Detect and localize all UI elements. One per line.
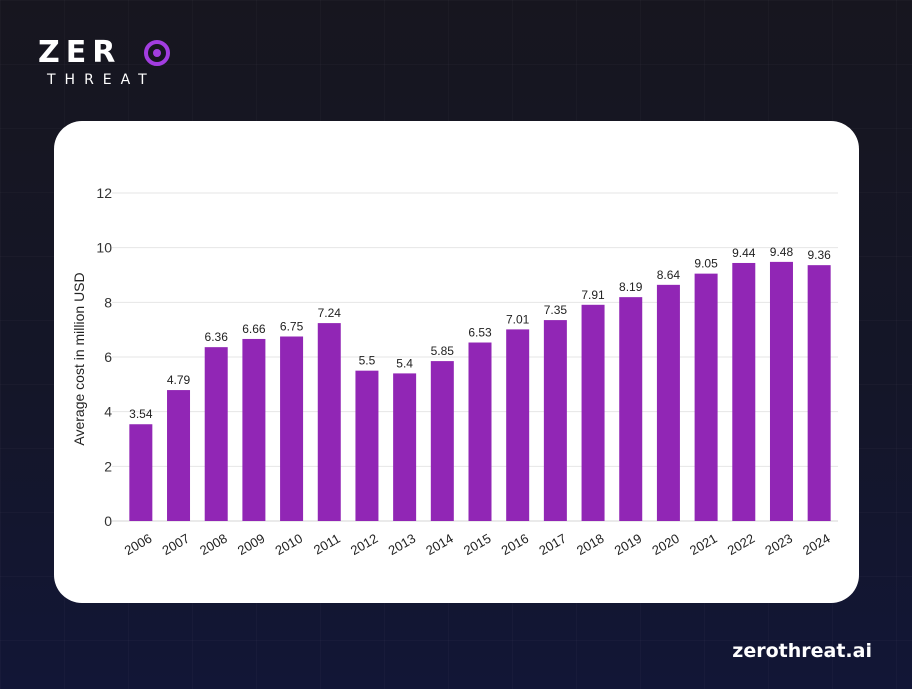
bar xyxy=(393,373,417,521)
logo-subtext: THREAT xyxy=(47,72,156,88)
bar xyxy=(732,262,756,521)
bar xyxy=(468,342,492,521)
x-tick-label: 2020 xyxy=(649,531,682,558)
x-tick-label: 2015 xyxy=(461,531,494,558)
bar xyxy=(543,320,567,521)
bar xyxy=(280,336,304,521)
x-tick-label: 2021 xyxy=(687,531,720,558)
x-tick-label: 2007 xyxy=(159,531,192,558)
logo-wordmark: ZER xyxy=(38,35,122,70)
bar xyxy=(807,265,831,521)
bar xyxy=(204,347,228,521)
data-label: 5.5 xyxy=(359,354,376,368)
data-label: 6.75 xyxy=(280,320,304,334)
data-label: 8.64 xyxy=(657,268,681,282)
zerothreat-logo: ZER THREAT xyxy=(38,36,178,92)
bar xyxy=(167,390,191,521)
data-label: 7.35 xyxy=(544,303,568,317)
chart-card: 0 2 4 6 8 10 12 Average cost in million USD 3.54… xyxy=(54,121,859,603)
x-tick-label: 2018 xyxy=(574,531,607,558)
y-tick-label: 2 xyxy=(104,458,112,474)
x-tick-label: 2010 xyxy=(273,531,306,558)
data-label: 3.54 xyxy=(129,407,153,421)
x-tick-label: 2011 xyxy=(311,531,343,558)
x-tick-label: 2014 xyxy=(423,531,456,558)
data-label: 6.36 xyxy=(205,330,229,344)
bar xyxy=(355,370,379,521)
data-label: 6.53 xyxy=(468,326,492,340)
data-label: 4.79 xyxy=(167,373,191,387)
bar xyxy=(430,361,454,521)
bar xyxy=(242,338,266,521)
logo-ring-icon xyxy=(144,40,170,66)
y-tick-label: 8 xyxy=(104,294,112,310)
data-label: 5.85 xyxy=(431,344,455,358)
y-axis-title: Average cost in million USD xyxy=(71,272,87,445)
x-tick-label: 2009 xyxy=(235,531,268,558)
x-tick-label: 2022 xyxy=(725,531,758,558)
bar xyxy=(619,297,643,521)
data-label: 7.24 xyxy=(318,306,342,320)
bar xyxy=(581,304,605,521)
y-tick-label: 10 xyxy=(96,240,112,256)
x-tick-label: 2016 xyxy=(499,531,532,558)
y-tick-label: 12 xyxy=(96,185,112,201)
bar xyxy=(129,424,153,521)
data-label: 9.36 xyxy=(807,248,831,262)
bar xyxy=(656,284,680,521)
data-label: 9.44 xyxy=(732,246,756,260)
x-tick-label: 2017 xyxy=(536,531,569,558)
y-tick-label: 6 xyxy=(104,349,112,365)
y-tick-label: 4 xyxy=(104,404,112,420)
x-tick-label: 2023 xyxy=(762,531,795,558)
data-label: 7.01 xyxy=(506,312,530,326)
bar xyxy=(694,273,718,521)
bar xyxy=(317,323,341,521)
data-label: 5.4 xyxy=(396,356,413,370)
x-tick-label: 2019 xyxy=(612,531,645,558)
data-label: 8.19 xyxy=(619,280,643,294)
x-tick-label: 2024 xyxy=(800,531,833,558)
data-label: 9.05 xyxy=(694,257,718,271)
x-tick-label: 2012 xyxy=(348,531,381,558)
y-tick-label: 0 xyxy=(104,513,112,529)
bar xyxy=(769,261,793,521)
x-tick-label: 2006 xyxy=(122,531,155,558)
bar xyxy=(506,329,530,521)
x-tick-label: 2013 xyxy=(386,531,419,558)
data-label: 9.48 xyxy=(770,245,794,259)
bar-chart: 0 2 4 6 8 10 12 Average cost in million USD 3.54… xyxy=(71,185,838,558)
x-tick-label: 2008 xyxy=(197,531,230,558)
data-label: 6.66 xyxy=(242,322,266,336)
data-label: 7.91 xyxy=(581,288,605,302)
website-url: zerothreat.ai xyxy=(732,640,872,662)
